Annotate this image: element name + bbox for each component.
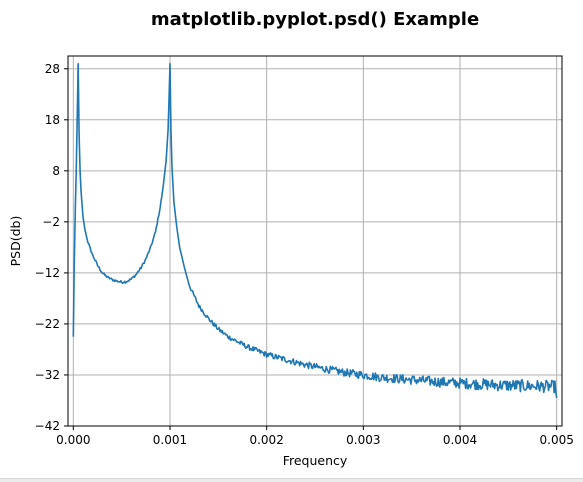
x-tick-label: 0.001 bbox=[153, 433, 187, 447]
axis-ticks: 0.000 0.001 0.002 0.003 0.004 0.005 28 18 8 −2 −12… bbox=[35, 62, 574, 447]
plot-frame bbox=[67, 55, 563, 427]
psd-series-line bbox=[72, 62, 558, 399]
y-tick-label: −2 bbox=[42, 215, 60, 229]
y-tick-label: −12 bbox=[35, 266, 60, 280]
x-tick-label: 0.005 bbox=[540, 433, 574, 447]
y-tick-label: 8 bbox=[52, 164, 60, 178]
x-tick-label: 0.003 bbox=[346, 433, 380, 447]
window-bottom-strip bbox=[0, 478, 583, 482]
y-axis-label: PSD(db) bbox=[8, 216, 23, 267]
y-tick-label: −32 bbox=[35, 368, 60, 382]
y-tick-label: −42 bbox=[35, 419, 60, 433]
x-tick-label: 0.004 bbox=[443, 433, 477, 447]
x-tick-label: 0.002 bbox=[249, 433, 283, 447]
x-tick-label: 0.000 bbox=[56, 433, 90, 447]
x-axis-label: Frequency bbox=[283, 453, 348, 468]
grid-lines bbox=[68, 56, 562, 427]
y-tick-label: 28 bbox=[45, 62, 60, 76]
y-tick-label: −22 bbox=[35, 317, 60, 331]
chart-title: matplotlib.pyplot.psd() Example bbox=[151, 9, 479, 30]
y-tick-label: 18 bbox=[45, 113, 60, 127]
